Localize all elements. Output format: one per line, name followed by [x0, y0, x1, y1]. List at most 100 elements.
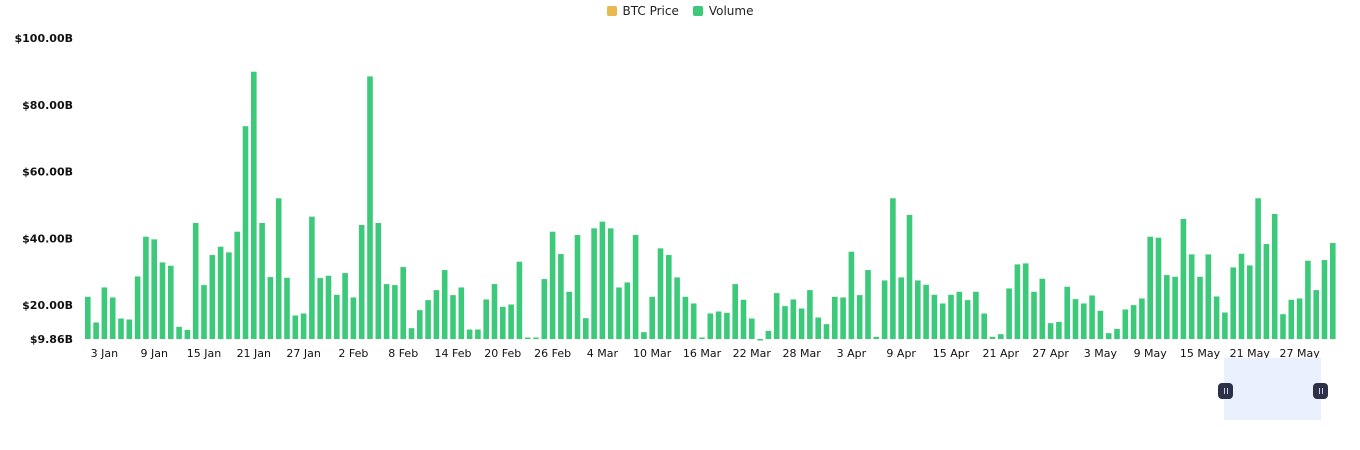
volume-bar[interactable] — [441, 270, 448, 339]
volume-bar[interactable] — [549, 231, 556, 339]
volume-bar[interactable] — [773, 293, 780, 339]
volume-bar[interactable] — [724, 312, 730, 339]
volume-bar[interactable] — [1230, 267, 1236, 339]
volume-bar[interactable] — [964, 300, 971, 339]
volume-bar[interactable] — [666, 255, 672, 339]
volume-bar[interactable] — [383, 284, 390, 339]
volume-bar[interactable] — [931, 294, 938, 339]
volume-bar[interactable] — [591, 228, 597, 339]
volume-bar[interactable] — [458, 287, 465, 339]
volume-bar[interactable] — [881, 280, 888, 339]
volume-bar[interactable] — [1321, 260, 1328, 339]
volume-bar[interactable] — [475, 329, 481, 339]
volume-bar[interactable] — [1305, 260, 1311, 339]
volume-bar[interactable] — [1263, 244, 1270, 339]
volume-bar[interactable] — [1081, 303, 1087, 339]
volume-bar[interactable] — [259, 222, 265, 339]
volume-bar[interactable] — [101, 287, 108, 339]
volume-bar[interactable] — [1222, 312, 1228, 339]
volume-bar[interactable] — [981, 313, 987, 339]
volume-bar[interactable] — [1213, 296, 1220, 339]
volume-bar[interactable] — [143, 236, 149, 339]
volume-bar[interactable] — [541, 279, 548, 339]
volume-bar[interactable] — [890, 198, 896, 339]
volume-bar[interactable] — [176, 326, 182, 339]
volume-bar[interactable] — [1031, 291, 1037, 339]
volume-bar[interactable] — [1238, 253, 1245, 339]
volume-bar[interactable] — [1114, 328, 1120, 339]
volume-bar[interactable] — [956, 291, 963, 339]
volume-bar[interactable] — [815, 317, 821, 340]
volume-bar[interactable] — [649, 296, 655, 339]
volume-bar[interactable] — [1006, 288, 1012, 339]
volume-bar[interactable] — [267, 277, 274, 339]
volume-bar[interactable] — [632, 235, 639, 339]
legend-item-volume[interactable]: Volume — [692, 4, 753, 18]
volume-bar[interactable] — [749, 318, 755, 340]
volume-bar[interactable] — [93, 322, 99, 340]
volume-bar[interactable] — [574, 235, 581, 339]
volume-bar[interactable] — [1288, 299, 1295, 339]
volume-bar[interactable] — [284, 277, 290, 339]
volume-bar[interactable] — [334, 294, 340, 339]
volume-bar[interactable] — [184, 329, 191, 339]
volume-bar[interactable] — [309, 216, 315, 339]
volume-bar[interactable] — [682, 296, 689, 339]
volume-bar[interactable] — [500, 306, 506, 339]
volume-bar[interactable] — [242, 126, 249, 339]
volume-bar[interactable] — [1155, 237, 1162, 339]
volume-bar[interactable] — [1180, 218, 1187, 339]
volume-bar[interactable] — [450, 295, 456, 339]
volume-bar[interactable] — [358, 225, 365, 339]
volume-bar[interactable] — [325, 275, 332, 339]
volume-bar[interactable] — [1330, 243, 1336, 339]
volume-bar[interactable] — [1197, 276, 1203, 339]
volume-bar[interactable] — [790, 299, 797, 339]
volume-bar[interactable] — [765, 330, 772, 339]
volume-bar[interactable] — [342, 273, 348, 339]
volume-bar[interactable] — [1164, 275, 1170, 339]
volume-bar[interactable] — [433, 290, 440, 339]
volume-bar[interactable] — [417, 310, 423, 339]
volume-bar[interactable] — [201, 285, 207, 339]
volume-bar[interactable] — [1313, 290, 1319, 339]
volume-bar[interactable] — [1014, 264, 1021, 339]
volume-bar[interactable] — [939, 303, 946, 339]
volume-bar[interactable] — [807, 290, 813, 339]
volume-bar[interactable] — [732, 284, 738, 339]
volume-bar[interactable] — [251, 71, 257, 339]
volume-bar[interactable] — [865, 270, 871, 339]
volume-bar[interactable] — [823, 324, 830, 339]
range-handle-left[interactable] — [1218, 383, 1233, 399]
volume-bar[interactable] — [583, 318, 589, 339]
volume-bar[interactable] — [1130, 305, 1137, 339]
volume-bar[interactable] — [524, 337, 531, 340]
volume-bar[interactable] — [126, 319, 133, 340]
volume-bar[interactable] — [1147, 236, 1153, 339]
volume-bar[interactable] — [151, 239, 157, 339]
volume-bar[interactable] — [392, 285, 398, 339]
volume-bar[interactable] — [1064, 286, 1070, 339]
volume-bar[interactable] — [840, 297, 846, 339]
volume-bar[interactable] — [832, 296, 838, 339]
volume-bar[interactable] — [715, 311, 722, 339]
volume-bar[interactable] — [1280, 314, 1286, 339]
volume-bar[interactable] — [516, 261, 523, 339]
volume-bar[interactable] — [275, 198, 282, 339]
volume-bar[interactable] — [1047, 323, 1054, 339]
volume-bar[interactable] — [558, 254, 564, 339]
volume-bar[interactable] — [350, 297, 357, 339]
volume-bar[interactable] — [1122, 309, 1129, 339]
volume-bar[interactable] — [948, 294, 954, 339]
volume-bar[interactable] — [641, 332, 647, 339]
volume-bar[interactable] — [690, 303, 697, 339]
volume-bar[interactable] — [1089, 295, 1095, 339]
volume-bar[interactable] — [425, 300, 431, 339]
volume-bar[interactable] — [906, 214, 913, 339]
volume-bar[interactable] — [466, 329, 473, 339]
volume-bar[interactable] — [533, 337, 539, 340]
volume-bar[interactable] — [1105, 333, 1112, 339]
range-handle-right[interactable] — [1313, 383, 1328, 399]
volume-bar[interactable] — [757, 339, 763, 341]
volume-bar[interactable] — [1022, 263, 1029, 339]
